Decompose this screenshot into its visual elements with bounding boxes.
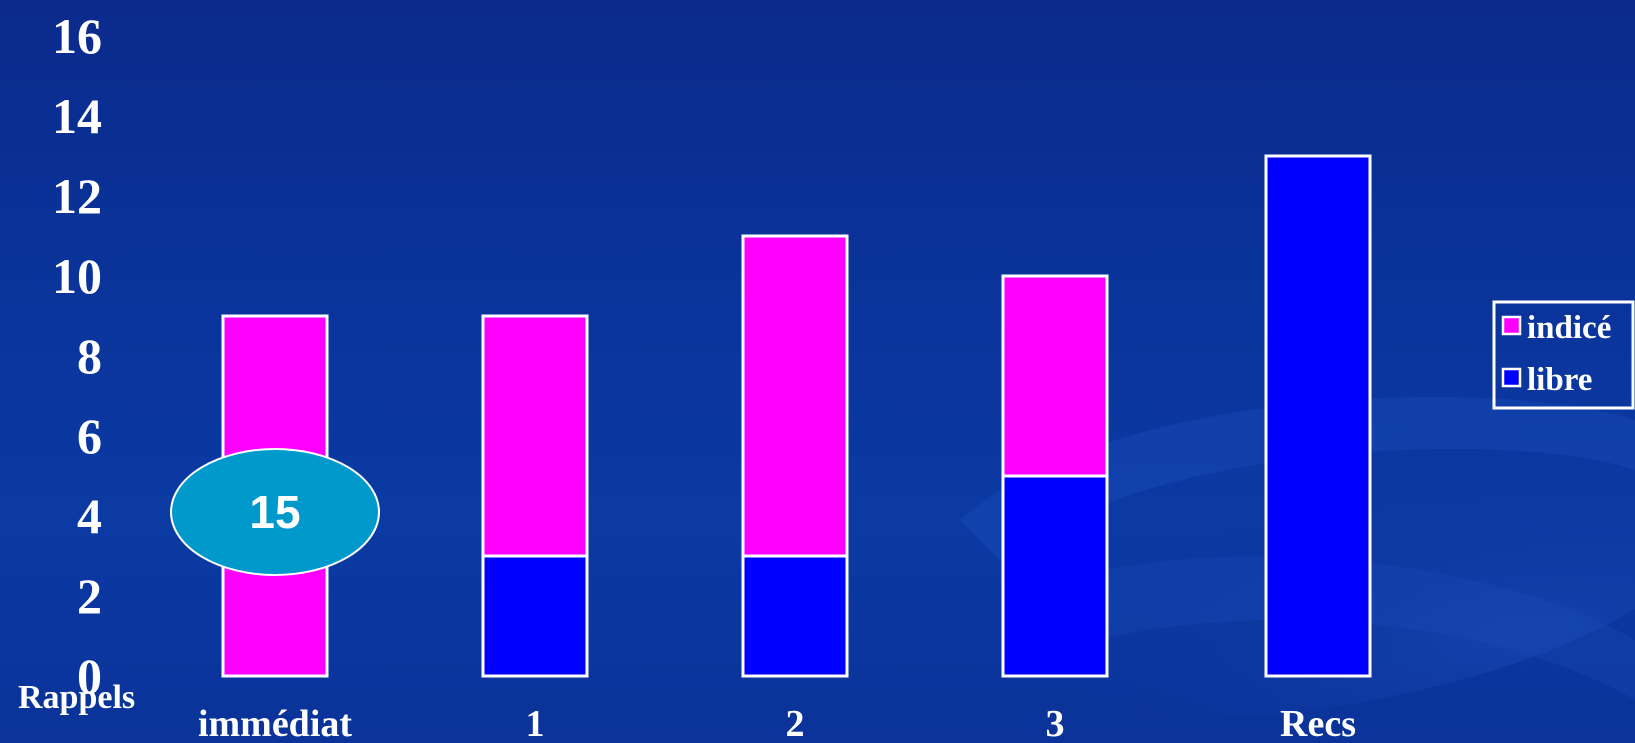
- y-tick-label: 0: [77, 648, 102, 704]
- background-decoration: [883, 396, 1635, 720]
- y-tick-label: 10: [52, 248, 102, 304]
- x-axis-title: Rappels: [18, 679, 135, 716]
- y-tick-label: 4: [77, 488, 102, 544]
- legend-swatch-indicé: [1501, 315, 1522, 336]
- y-tick-label: 16: [52, 8, 102, 64]
- legend-swatch-libre: [1501, 367, 1522, 388]
- bar-segment-indicé: [481, 314, 589, 558]
- y-tick-label: 14: [52, 88, 102, 144]
- y-tick-label: 8: [77, 328, 102, 384]
- legend: indicé libre: [1492, 300, 1635, 410]
- bar-segment-libre: [741, 554, 849, 678]
- x-tick-label: Recs: [1280, 703, 1356, 743]
- bar-segment-libre: [481, 554, 589, 678]
- legend-label: indicé: [1527, 310, 1611, 346]
- legend-box: [1492, 300, 1635, 410]
- bar-segment-indicé: [741, 234, 849, 558]
- x-tick-label: immédiat: [198, 703, 352, 743]
- y-tick-label: 6: [77, 408, 102, 464]
- x-tick-label: 3: [1046, 703, 1065, 743]
- legend-label: libre: [1527, 362, 1592, 398]
- x-tick-label: 2: [786, 703, 805, 743]
- bar-segment-libre: [1264, 154, 1372, 678]
- y-tick-label: 2: [77, 568, 102, 624]
- y-tick-label: 12: [52, 168, 102, 224]
- callout-ellipse: [170, 448, 380, 576]
- y-axis-ticks: 0 2 4 6 8 10 12 14 16: [52, 8, 102, 704]
- x-tick-label: 1: [526, 703, 545, 743]
- callout-text: 15: [249, 486, 300, 538]
- x-axis-labels: immédiat 1 2 3 Recs: [198, 703, 1356, 743]
- callout: 15: [170, 448, 380, 576]
- bar-segment-indicé: [1001, 274, 1109, 478]
- bar-segment-libre: [1001, 474, 1109, 678]
